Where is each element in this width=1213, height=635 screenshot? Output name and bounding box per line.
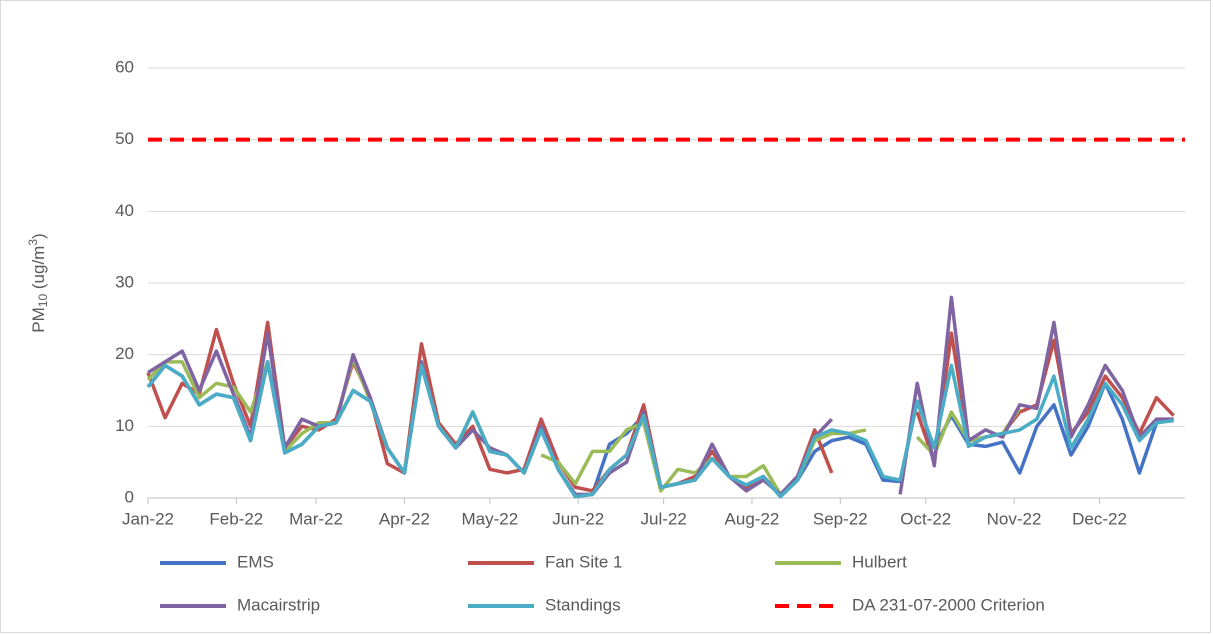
x-tick-label: Jul-22 [640,509,686,528]
series-line [898,295,1174,495]
y-tick-label: 0 [125,487,134,506]
series-line [146,360,1174,499]
y-tick-label: 20 [115,344,134,363]
x-tick-label: Apr-22 [379,509,430,528]
y-label-part: PM [29,307,48,333]
x-tick-label: Mar-22 [289,509,343,528]
legend-label: Macairstrip [237,595,320,614]
legend-label: Hulbert [852,552,907,571]
x-tick-label: Aug-22 [725,509,780,528]
x-tick-label: Nov-22 [987,509,1042,528]
legend-label: Standings [545,595,621,614]
y-axis-label: PM10 (ug/m3) [26,233,50,332]
y-label-part: ) [29,233,48,239]
y-tick-label: 60 [115,57,134,76]
x-tick-label: May-22 [462,509,519,528]
x-tick-label: Dec-22 [1072,509,1127,528]
y-label-sup: 3 [26,239,40,246]
x-tick-label: Sep-22 [813,509,868,528]
legend-label: EMS [237,552,274,571]
x-tick-label: Oct-22 [900,509,951,528]
y-label-sub: 10 [36,294,50,308]
y-tick-label: 40 [115,201,134,220]
y-tick-label: 30 [115,272,134,291]
legend-label: Fan Site 1 [545,552,623,571]
x-tick-label: Jan-22 [122,509,174,528]
legend-label: DA 231-07-2000 Criterion [852,595,1045,614]
x-tick-label: Feb-22 [209,509,263,528]
x-tick-label: Jun-22 [552,509,604,528]
y-tick-label: 50 [115,129,134,148]
y-tick-label: 10 [115,416,134,435]
y-label-part: (ug/m [29,246,48,294]
